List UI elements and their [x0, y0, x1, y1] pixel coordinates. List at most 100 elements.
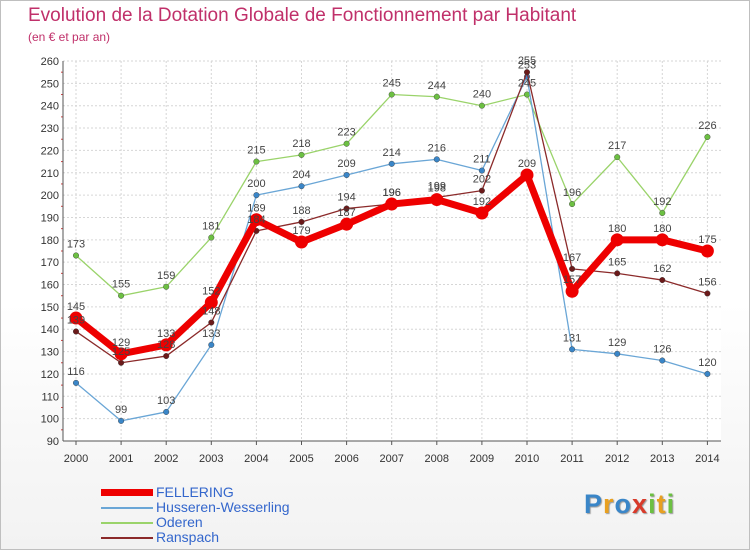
logo-letter: o [614, 489, 633, 519]
data-label-husseren-wesserling: 103 [157, 395, 175, 407]
x-tick-label: 2002 [154, 453, 178, 465]
data-point-ranspach [163, 353, 170, 360]
data-point-husseren-wesserling [704, 370, 711, 377]
y-tick-label: 130 [41, 347, 59, 359]
data-label-husseren-wesserling: 129 [608, 337, 626, 349]
data-label-husseren-wesserling: 253 [518, 60, 536, 72]
legend-label-oderen: Oderen [156, 514, 203, 530]
data-label-ranspach: 156 [698, 276, 716, 288]
data-point-oderen [253, 158, 260, 165]
y-tick-label: 240 [41, 101, 59, 113]
data-point-husseren-wesserling [298, 183, 305, 190]
data-point-oderen [614, 154, 621, 161]
data-point-husseren-wesserling [72, 379, 79, 386]
data-label-ranspach: 202 [473, 174, 491, 186]
data-label-oderen: 245 [518, 78, 536, 90]
data-label-fellering: 179 [292, 225, 310, 237]
legend-label-fellering: FELLERING [156, 484, 234, 500]
data-label-ranspach: 199 [428, 180, 446, 192]
data-label-ranspach: 162 [653, 263, 671, 275]
data-label-husseren-wesserling: 116 [67, 366, 85, 378]
data-label-husseren-wesserling: 131 [563, 332, 581, 344]
data-point-oderen [433, 93, 440, 100]
y-tick-label: 220 [41, 145, 59, 157]
data-label-oderen: 226 [698, 120, 716, 132]
y-tick-label: 250 [41, 78, 59, 90]
data-point-husseren-wesserling [569, 346, 576, 353]
x-tick-label: 2001 [109, 453, 133, 465]
data-label-fellering: 187 [337, 207, 355, 219]
logo-letter: P [584, 489, 604, 519]
data-label-fellering: 175 [698, 234, 716, 246]
data-label-ranspach: 255 [518, 55, 536, 67]
proxiti-logo: Proxiti [584, 489, 675, 520]
data-point-husseren-wesserling [163, 408, 170, 415]
data-label-fellering: 152 [202, 285, 220, 297]
data-point-ranspach [704, 290, 711, 297]
y-tick-label: 210 [41, 168, 59, 180]
data-point-fellering [565, 284, 579, 298]
y-tick-label: 160 [41, 280, 59, 292]
data-point-oderen [118, 292, 125, 299]
y-tick-label: 170 [41, 257, 59, 269]
data-point-ranspach [478, 187, 485, 194]
x-tick-label: 2007 [379, 453, 403, 465]
data-point-ranspach [569, 265, 576, 272]
data-label-fellering: 129 [112, 337, 130, 349]
data-label-ranspach: 167 [563, 252, 581, 264]
data-point-husseren-wesserling [614, 350, 621, 357]
data-point-oderen [388, 91, 395, 98]
data-label-husseren-wesserling: 126 [653, 344, 671, 356]
x-tick-label: 2005 [289, 453, 313, 465]
data-label-oderen: 223 [337, 127, 355, 139]
data-point-oderen [704, 133, 711, 140]
y-tick-label: 180 [41, 235, 59, 247]
data-label-husseren-wesserling: 204 [292, 169, 310, 181]
data-point-fellering [610, 233, 624, 247]
data-label-husseren-wesserling: 216 [428, 142, 446, 154]
data-label-fellering: 157 [563, 274, 581, 286]
data-point-oderen [72, 252, 79, 259]
legend-swatch-fellering [101, 489, 153, 496]
data-point-fellering [159, 338, 173, 352]
data-point-ranspach [659, 277, 666, 284]
data-label-oderen: 173 [67, 238, 85, 250]
data-point-oderen [163, 283, 170, 290]
y-tick-label: 90 [47, 436, 59, 448]
data-point-oderen [343, 140, 350, 147]
data-point-fellering [340, 217, 354, 231]
data-point-husseren-wesserling [118, 417, 125, 424]
data-point-fellering [204, 295, 218, 309]
data-point-oderen [208, 234, 215, 241]
data-label-oderen: 192 [653, 196, 671, 208]
data-label-fellering: 198 [428, 183, 446, 195]
x-tick-label: 2011 [560, 453, 584, 465]
data-label-oderen: 159 [157, 270, 175, 282]
data-label-ranspach: 196 [383, 187, 401, 199]
data-label-oderen: 244 [428, 80, 446, 92]
y-tick-label: 230 [41, 123, 59, 135]
legend-swatch-husseren-wesserling [101, 507, 153, 509]
data-label-fellering: 189 [247, 203, 265, 215]
y-tick-label: 100 [41, 414, 59, 426]
data-point-ranspach [72, 328, 79, 335]
x-tick-label: 2003 [199, 453, 223, 465]
logo-letter: t [656, 489, 667, 519]
data-point-ranspach [524, 69, 531, 76]
data-point-husseren-wesserling [253, 192, 260, 199]
x-tick-label: 2014 [695, 453, 719, 465]
data-point-ranspach [208, 319, 215, 326]
data-point-fellering [295, 235, 308, 249]
chart-subtitle: (en € et par an) [28, 30, 111, 44]
data-point-oderen [478, 102, 485, 109]
x-tick-label: 2000 [64, 453, 88, 465]
data-point-husseren-wesserling [659, 357, 666, 364]
x-tick-label: 2010 [515, 453, 539, 465]
legend-swatch-ranspach [101, 537, 153, 539]
data-point-oderen [298, 151, 305, 158]
y-tick-label: 120 [41, 369, 59, 381]
data-point-fellering [655, 233, 669, 247]
legend-label-husseren-wesserling: Husseren-Wesserling [156, 499, 290, 515]
y-tick-label: 140 [41, 324, 59, 336]
